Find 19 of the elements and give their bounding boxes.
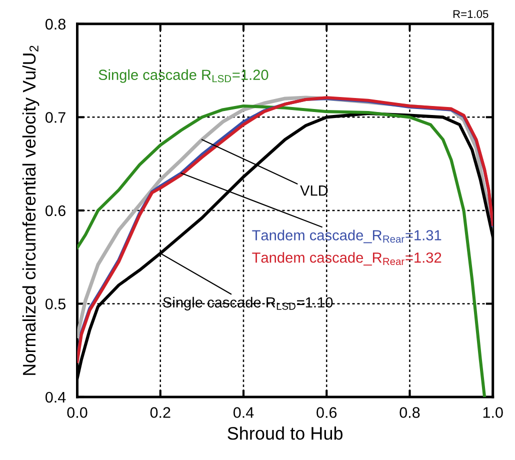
y-tick-label: 0.6 — [46, 205, 66, 216]
y-tick-label: 0.4 — [46, 392, 66, 403]
x-tick-label: 0.8 — [400, 407, 420, 418]
text: Single cascade R$_{LSD}$=1.10 — [163, 296, 333, 310]
text: R=1.05 — [453, 10, 488, 18]
x-axis-title: Shroud to Hub — [228, 426, 343, 440]
x-tick-label: 0.0 — [67, 407, 88, 418]
annotation: VLD — [300, 186, 328, 196]
text: Tandem cascade_R$_{Rear}$=1.32 — [252, 252, 442, 266]
y-axis-title: Normalized circumferential velocity Vu/U$_{2}$ — [22, 46, 40, 375]
x-tick-label: 1.0 — [483, 407, 503, 418]
text: Tandem cascade_R$_{Rear}$=1.31 — [252, 230, 442, 244]
x-tick-label: 0.4 — [233, 407, 254, 418]
y-tick-label: 0.5 — [46, 298, 66, 310]
x-tick-label: 0.6 — [316, 407, 337, 418]
y-tick-label: 0.7 — [46, 112, 66, 123]
y-tick-label: 0.8 — [46, 18, 66, 30]
series-label: Single cascade R$_{LSD}$=1.20 — [98, 69, 268, 83]
x-tick-label: 0.2 — [150, 407, 170, 418]
